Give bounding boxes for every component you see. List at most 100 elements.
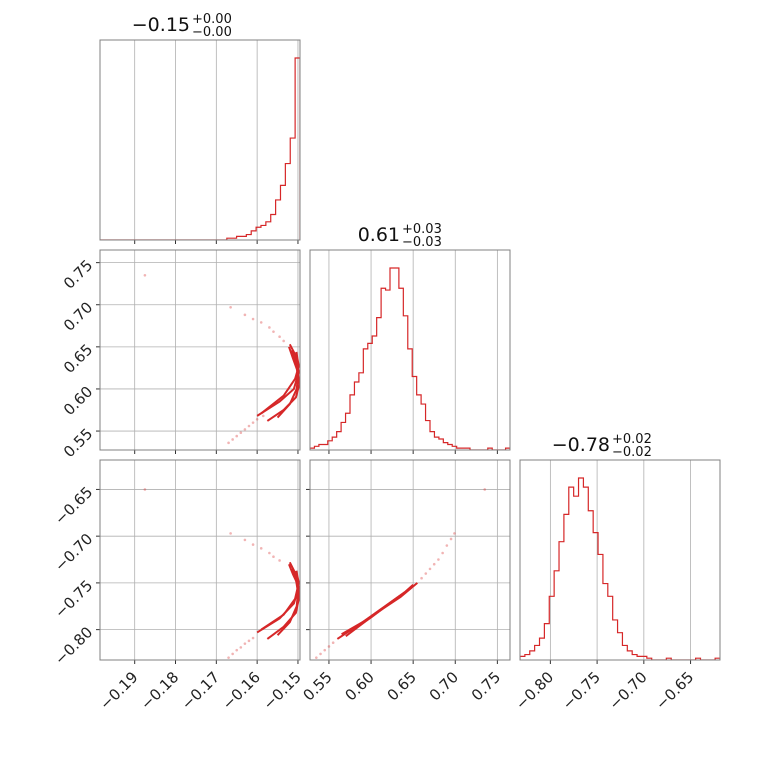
title-lower-error: −0.00 [192, 25, 232, 40]
x-tick-label-p3-2: −0.70 [605, 668, 650, 713]
sample-point-1 [319, 652, 322, 656]
sample-point-10 [235, 648, 239, 652]
x-tick-label-p3-3: −0.65 [652, 668, 697, 713]
panel-title-2: 0.61 +0.03−0.03 [358, 222, 442, 250]
axes-frame [99, 459, 301, 661]
histogram-series-3 [520, 477, 720, 660]
sample-point-6 [272, 330, 275, 333]
title-lower-error: −0.03 [402, 235, 442, 250]
sample-point-9 [227, 441, 230, 445]
y-tick-label-p2-0: 0.55 [60, 425, 96, 461]
sample-point-9 [231, 652, 234, 656]
x-tick-label-p2-2: 0.65 [384, 668, 420, 704]
y-tick-label-p2-3: 0.70 [60, 298, 96, 334]
title-upper-error: +0.00 [192, 12, 232, 27]
contour-line-2 [256, 343, 300, 417]
sample-point-13 [453, 532, 456, 535]
histogram-panel-1 [99, 39, 301, 244]
sample-point-14 [483, 488, 487, 491]
sample-point-1 [229, 532, 232, 535]
sample-point-11 [445, 544, 449, 547]
y-tick-label-p3-2: −0.70 [51, 530, 96, 575]
title-upper-error: +0.02 [612, 432, 652, 447]
scatter-panel-3 [306, 459, 511, 664]
contour-line-1 [276, 349, 299, 419]
y-tick-label-p2-4: 0.75 [60, 256, 96, 292]
histogram-panel-2 [309, 249, 511, 454]
y-tick-label-p3-0: −0.80 [51, 623, 96, 668]
histogram-series-1 [100, 57, 300, 240]
axes-frame [309, 459, 511, 661]
x-tick-label-p1-4: −0.15 [260, 668, 305, 713]
title-upper-error: +0.03 [402, 222, 442, 237]
sample-point-0 [315, 656, 318, 659]
axes-frame [99, 249, 301, 451]
sample-point-12 [243, 642, 247, 645]
x-tick-label-p2-1: 0.60 [342, 668, 378, 704]
sample-point-11 [235, 434, 239, 438]
sample-point-6 [272, 555, 275, 559]
sample-point-4 [259, 321, 263, 324]
contour-line-1 [276, 568, 299, 636]
x-tick-label-p1-3: −0.16 [219, 668, 264, 713]
sample-point-7 [278, 335, 281, 339]
sample-point-8 [282, 339, 285, 343]
contour-line-3 [260, 570, 300, 631]
scatter-panel-2 [96, 459, 301, 664]
sample-point-15 [251, 421, 255, 424]
sample-point-2 [323, 648, 327, 652]
sample-point-12 [239, 431, 243, 435]
x-tick-label-p1-0: −0.19 [96, 668, 141, 713]
y-tick-label-p2-2: 0.65 [60, 340, 96, 376]
sample-point-8 [432, 562, 436, 566]
axes-frame [309, 249, 511, 451]
sample-point-13 [247, 639, 251, 643]
sample-point-14 [247, 424, 251, 428]
panel-title-1: −0.15 +0.00−0.00 [132, 12, 232, 40]
x-tick-label-p2-3: 0.70 [426, 668, 462, 704]
sample-point-4 [331, 641, 335, 645]
sample-point-0 [143, 273, 147, 277]
x-tick-label-p1-1: −0.18 [137, 668, 182, 713]
sample-point-2 [243, 538, 247, 542]
sample-point-5 [268, 551, 271, 555]
sample-point-3 [327, 645, 331, 648]
sample-point-7 [278, 559, 281, 562]
panel-title-3: −0.78 +0.02−0.02 [552, 432, 652, 460]
title-median: −0.78 [552, 434, 610, 456]
sample-point-2 [243, 313, 247, 317]
sample-point-10 [441, 551, 444, 555]
sample-point-1 [229, 305, 232, 309]
histogram-series-2 [310, 267, 510, 450]
histogram-panel-3 [519, 459, 721, 664]
axes-frame [99, 39, 301, 241]
y-tick-label-p3-1: −0.75 [51, 577, 96, 622]
sample-point-5 [268, 326, 271, 329]
contour-line-3 [349, 586, 413, 633]
x-tick-label-p3-1: −0.75 [559, 668, 604, 713]
sample-point-6 [424, 572, 428, 575]
sample-point-11 [239, 646, 243, 649]
sample-point-16 [255, 417, 259, 421]
title-median: −0.15 [132, 14, 190, 36]
title-lower-error: −0.02 [612, 445, 652, 460]
sample-point-17 [261, 414, 265, 418]
sample-point-3 [251, 543, 255, 546]
sample-point-10 [231, 438, 234, 441]
y-tick-label-p3-3: −0.65 [51, 483, 96, 528]
sample-point-13 [243, 428, 247, 431]
sample-point-7 [428, 567, 432, 571]
title-median: 0.61 [358, 224, 400, 246]
scatter-panel-1 [96, 249, 301, 454]
sample-point-8 [227, 656, 230, 659]
y-tick-label-p2-1: 0.60 [60, 383, 96, 419]
axes-frame [519, 459, 721, 661]
sample-point-4 [259, 547, 263, 550]
sample-point-3 [251, 317, 255, 321]
sample-point-9 [437, 558, 440, 561]
x-tick-label-p2-0: 0.55 [299, 668, 335, 704]
x-tick-label-p3-0: −0.80 [512, 668, 557, 713]
contour-line-1 [341, 584, 414, 636]
x-tick-label-p1-2: −0.17 [178, 668, 223, 713]
